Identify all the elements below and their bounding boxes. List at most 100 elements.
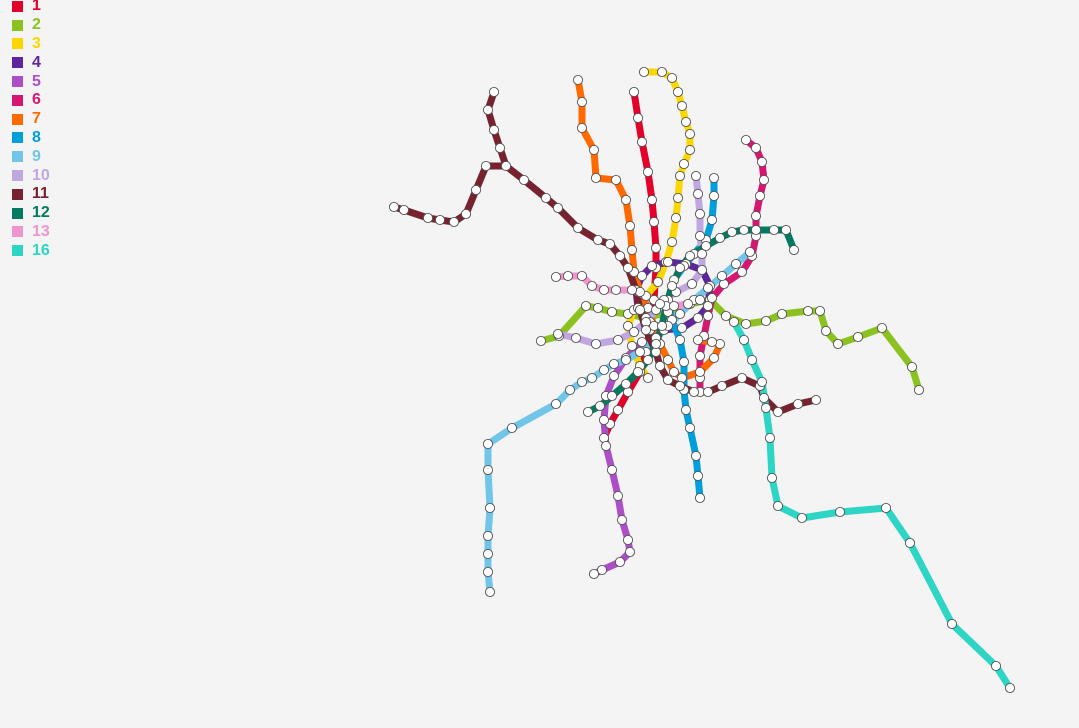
station-marker-line-16[interactable] [738,334,750,346]
station-marker-line-3[interactable] [670,212,682,224]
station-marker-line-1[interactable] [642,166,654,178]
station-marker-line-12[interactable] [714,232,726,244]
station-marker-line-9[interactable] [716,270,728,282]
station-marker-line-16[interactable] [756,376,768,388]
station-marker-line-16[interactable] [766,472,778,484]
station-marker-line-9[interactable] [702,282,714,294]
station-marker-line-9[interactable] [634,346,646,358]
station-marker-line-9[interactable] [598,364,610,376]
station-marker-line-11[interactable] [572,222,584,234]
station-marker-line-2[interactable] [913,384,925,396]
station-marker-line-12[interactable] [780,224,792,236]
station-marker-line-11[interactable] [622,262,634,274]
station-marker-line-7[interactable] [668,366,680,378]
station-marker-line-2[interactable] [760,315,772,327]
station-marker-line-8[interactable] [674,334,686,346]
station-marker-line-13[interactable] [550,271,562,283]
station-marker-line-1[interactable] [646,194,658,206]
station-marker-line-7[interactable] [708,352,720,364]
station-marker-line-3[interactable] [684,144,696,156]
station-marker-line-5[interactable] [598,414,610,426]
station-marker-line-6[interactable] [736,266,748,278]
station-marker-line-12[interactable] [666,280,678,292]
station-marker-line-4[interactable] [692,312,704,324]
station-marker-line-7[interactable] [572,74,584,86]
station-marker-line-2[interactable] [740,318,752,330]
station-marker-line-7[interactable] [692,334,704,346]
station-marker-line-9[interactable] [482,530,494,542]
station-marker-line-9[interactable] [744,246,756,258]
station-marker-line-3[interactable] [672,86,684,98]
station-marker-line-2[interactable] [580,300,592,312]
station-marker-line-6[interactable] [754,190,766,202]
station-marker-line-5[interactable] [636,336,648,348]
station-marker-line-12[interactable] [642,354,654,366]
station-marker-line-8[interactable] [678,356,690,368]
station-marker-line-2[interactable] [820,325,832,337]
station-marker-line-8[interactable] [706,214,718,226]
station-marker-line-7[interactable] [662,354,674,366]
station-marker-line-6[interactable] [758,174,770,186]
station-marker-line-5[interactable] [600,440,612,452]
station-marker-line-11[interactable] [614,250,626,262]
station-marker-line-11[interactable] [422,212,434,224]
station-marker-line-7[interactable] [620,194,632,206]
station-marker-line-11[interactable] [640,324,652,336]
station-marker-line-11[interactable] [448,216,460,228]
station-marker-line-3[interactable] [622,320,634,332]
station-marker-line-11[interactable] [702,386,714,398]
station-marker-line-8[interactable] [680,404,692,416]
station-marker-line-11[interactable] [716,380,728,392]
station-marker-line-11[interactable] [772,406,784,418]
station-marker-line-10[interactable] [694,230,706,242]
station-marker-line-16[interactable] [764,432,776,444]
station-marker-line-3[interactable] [676,100,688,112]
station-marker-line-11[interactable] [736,372,748,384]
station-marker-line-11[interactable] [604,238,616,250]
station-marker-line-8[interactable] [708,172,720,184]
station-marker-line-3[interactable] [684,128,696,140]
station-marker-line-3[interactable] [626,340,638,352]
station-marker-line-10[interactable] [628,326,640,338]
station-marker-line-13[interactable] [586,280,598,292]
station-marker-line-11[interactable] [674,380,686,392]
station-marker-line-5[interactable] [616,514,628,526]
station-marker-line-3[interactable] [666,236,678,248]
station-marker-line-11[interactable] [688,386,700,398]
station-marker-line-12[interactable] [650,338,662,350]
station-marker-line-4[interactable] [696,264,708,276]
station-marker-line-3[interactable] [638,66,650,78]
station-marker-line-7[interactable] [626,244,638,256]
station-marker-line-9[interactable] [550,398,562,410]
station-marker-line-7[interactable] [576,96,588,108]
station-marker-line-9[interactable] [608,358,620,370]
station-marker-line-7[interactable] [624,220,636,232]
station-marker-line-11[interactable] [480,160,492,172]
station-marker-line-11[interactable] [494,142,506,154]
station-marker-line-10[interactable] [570,332,582,344]
station-marker-line-11[interactable] [662,374,674,386]
station-marker-line-13[interactable] [682,298,694,310]
station-marker-line-5[interactable] [588,568,600,580]
station-marker-line-8[interactable] [690,450,702,462]
station-marker-line-9[interactable] [484,586,496,598]
station-marker-line-5[interactable] [622,534,634,546]
station-marker-line-7[interactable] [694,366,706,378]
station-marker-line-11[interactable] [552,202,564,214]
station-marker-line-13[interactable] [598,284,610,296]
station-marker-line-11[interactable] [460,208,472,220]
station-marker-line-6[interactable] [706,292,718,304]
station-marker-line-12[interactable] [726,226,738,238]
station-marker-line-11[interactable] [540,192,552,204]
station-marker-line-5[interactable] [596,564,608,576]
station-marker-line-11[interactable] [398,204,410,216]
station-marker-line-16[interactable] [796,512,808,524]
station-marker-line-11[interactable] [482,104,494,116]
station-marker-line-3[interactable] [672,192,684,204]
station-marker-line-10[interactable] [690,170,702,182]
station-marker-line-11[interactable] [654,360,666,372]
station-marker-line-13[interactable] [654,298,666,310]
station-marker-line-10[interactable] [552,328,564,340]
station-marker-line-4[interactable] [676,322,688,334]
station-marker-line-10[interactable] [612,334,624,346]
